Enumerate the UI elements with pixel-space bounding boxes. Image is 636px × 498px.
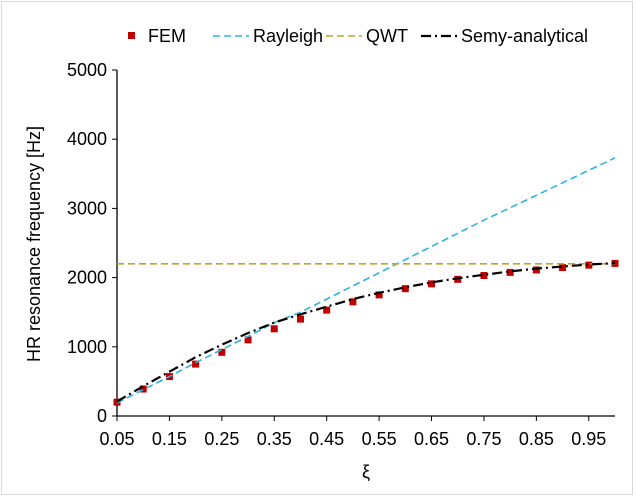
x-tick-label: 0.35 xyxy=(257,429,292,449)
fem-point xyxy=(559,264,567,272)
fem-point xyxy=(323,306,331,314)
x-tick-label: 0.55 xyxy=(362,429,397,449)
legend: FEM Rayleigh QWT Semy-analytical xyxy=(128,26,588,46)
fem-point xyxy=(585,261,593,269)
y-tick-label: 4000 xyxy=(67,129,107,149)
legend-fem-label: FEM xyxy=(148,26,186,46)
x-tick-label: 0.95 xyxy=(571,429,606,449)
fem-point xyxy=(218,348,226,356)
fem-point xyxy=(532,266,540,274)
legend-qwt-label: QWT xyxy=(366,26,408,46)
x-tick-label: 0.05 xyxy=(99,429,134,449)
x-tick-label: 0.65 xyxy=(414,429,449,449)
y-tick-label: 5000 xyxy=(67,60,107,80)
x-tick-label: 0.15 xyxy=(152,429,187,449)
fem-point xyxy=(270,325,278,333)
fem-point xyxy=(506,268,514,276)
fem-point xyxy=(480,272,488,280)
fem-point xyxy=(401,285,409,293)
fem-point xyxy=(192,360,200,368)
x-tick-label: 0.45 xyxy=(309,429,344,449)
x-tick-label: 0.85 xyxy=(519,429,554,449)
legend-semy-analytical-label: Semy-analytical xyxy=(461,26,588,46)
y-tick-label: 2000 xyxy=(67,268,107,288)
plot-area: 0 1000 2000 3000 4000 5000 0.05 0.15 0.25 0.35 0.4… xyxy=(67,60,619,449)
rayleigh-line xyxy=(116,157,616,404)
y-tick-label: 3000 xyxy=(67,198,107,218)
x-tick-label: 0.75 xyxy=(466,429,501,449)
fem-point xyxy=(349,298,357,306)
fem-point xyxy=(428,280,436,288)
x-axis-label: ξ xyxy=(362,462,370,482)
fem-point xyxy=(296,315,304,323)
fem-point xyxy=(244,336,252,344)
y-tick-label: 0 xyxy=(97,406,107,426)
x-tick-label: 0.25 xyxy=(204,429,239,449)
semy-analytical-line xyxy=(116,262,616,403)
fem-point xyxy=(139,385,147,393)
legend-fem-marker xyxy=(128,32,135,39)
y-tick-label: 1000 xyxy=(67,337,107,357)
y-axis-label: HR resonance frequency [Hz] xyxy=(24,126,44,362)
fem-point xyxy=(375,291,383,299)
legend-rayleigh-label: Rayleigh xyxy=(253,26,323,46)
